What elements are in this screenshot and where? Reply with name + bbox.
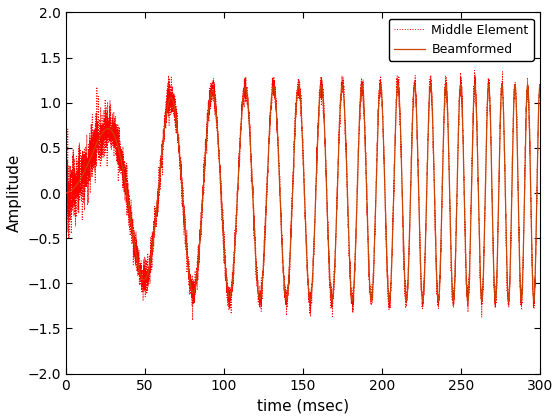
Beamformed [172, 116, 179, 121]
Beamformed [178, 171, 184, 176]
Beamformed [63, 191, 69, 196]
Middle Element [241, 79, 248, 84]
X-axis label: time (msec): time (msec) [257, 398, 349, 413]
Legend: Middle Element, Beamformed: Middle Element, Beamformed [389, 19, 534, 61]
Line: Middle Element: Middle Element [66, 71, 540, 320]
Beamformed [536, 82, 543, 87]
Middle Element [175, 133, 182, 138]
Middle Element [178, 158, 184, 163]
Beamformed [175, 140, 182, 145]
Middle Element [63, 194, 69, 200]
Middle Element [536, 81, 543, 87]
Line: Beamformed: Beamformed [66, 85, 540, 302]
Y-axis label: Amplitude: Amplitude [7, 154, 22, 232]
Middle Element [172, 112, 179, 117]
Middle Element [472, 68, 478, 73]
Beamformed [533, 227, 540, 232]
Middle Element [533, 218, 540, 223]
Beamformed [275, 148, 282, 153]
Middle Element [275, 160, 282, 165]
Beamformed [518, 299, 525, 304]
Beamformed [241, 87, 248, 92]
Beamformed [524, 82, 531, 87]
Middle Element [189, 318, 196, 323]
